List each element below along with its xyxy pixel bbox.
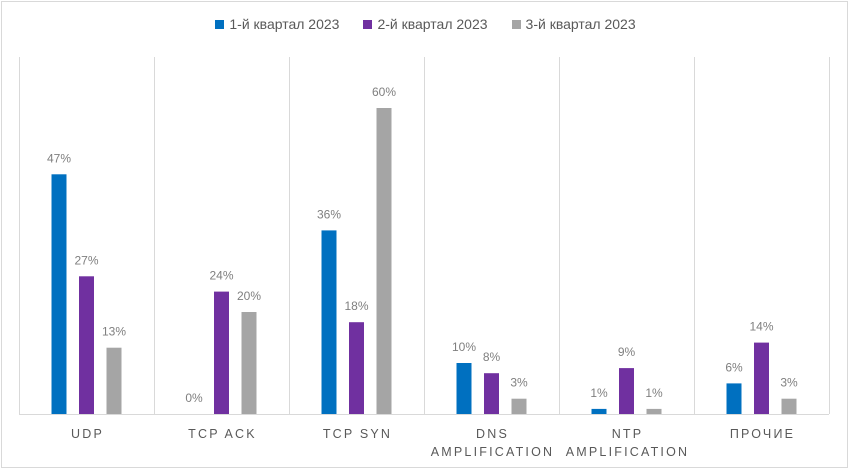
data-label: 36% [317, 207, 341, 221]
bar-3 [646, 408, 662, 414]
bar-3 [376, 108, 392, 414]
bar-1 [321, 230, 337, 414]
data-label: 24% [209, 269, 233, 283]
bar-2 [349, 322, 364, 414]
bar-2 [754, 342, 769, 414]
category-label: DNS [476, 427, 509, 441]
legend-item-3: 3-й квартал 2023 [511, 16, 636, 32]
category-label: AMPLIFICATION [431, 445, 555, 459]
data-label: 14% [749, 320, 773, 334]
data-label: 1% [645, 386, 663, 400]
category-label: AMPLIFICATION [566, 445, 690, 459]
bar-2 [214, 291, 229, 414]
bar-3 [241, 312, 257, 414]
category-label: NTP [612, 427, 644, 441]
bar-1 [726, 383, 742, 414]
legend: 1-й квартал 2023 2-й квартал 2023 3-й квар… [0, 16, 851, 32]
legend-swatch-3 [511, 19, 521, 29]
data-label: 8% [483, 350, 501, 364]
legend-label: 3-й квартал 2023 [525, 16, 636, 32]
data-label: 13% [102, 325, 126, 339]
data-label: 18% [344, 299, 368, 313]
bar-2 [79, 276, 94, 414]
category-label: TCP SYN [323, 427, 392, 441]
data-label: 1% [590, 386, 608, 400]
legend-label: 2-й квартал 2023 [377, 16, 488, 32]
legend-swatch-1 [215, 19, 225, 29]
data-label: 3% [780, 376, 798, 390]
bar-3 [106, 347, 122, 414]
bar-1 [51, 174, 67, 414]
data-label: 6% [725, 360, 743, 374]
category-label: ПРОЧИЕ [730, 427, 795, 441]
legend-item-2: 2-й квартал 2023 [363, 16, 488, 32]
bar-1 [591, 408, 607, 414]
bar-2 [484, 373, 499, 414]
data-label: 9% [618, 345, 636, 359]
bar-3 [511, 398, 527, 414]
data-label: 10% [452, 340, 476, 354]
legend-item-1: 1-й квартал 2023 [215, 16, 339, 32]
category-label: UDP [71, 427, 104, 441]
data-label: 27% [74, 253, 98, 267]
bar-3 [781, 398, 797, 414]
bar-2 [619, 368, 634, 414]
data-label: 47% [47, 151, 71, 165]
data-label: 60% [372, 85, 396, 99]
data-label: 20% [237, 289, 261, 303]
category-label: TCP ACK [188, 427, 257, 441]
legend-label: 1-й квартал 2023 [229, 16, 340, 32]
legend-swatch-2 [363, 19, 373, 29]
bar-1 [456, 363, 472, 414]
data-label: 3% [510, 376, 528, 390]
data-label: 0% [185, 391, 203, 405]
